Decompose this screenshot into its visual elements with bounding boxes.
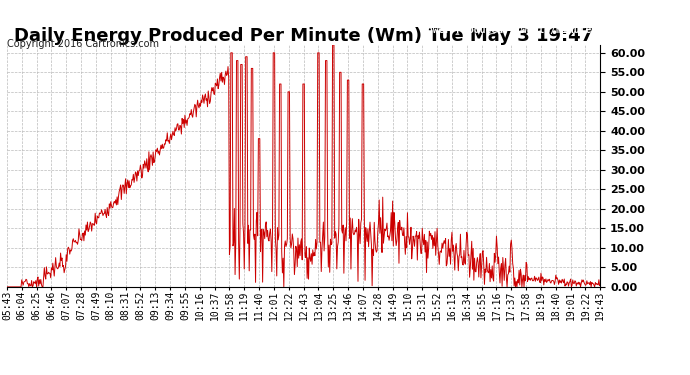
- Text: Copyright 2016 Cartronics.com: Copyright 2016 Cartronics.com: [7, 39, 159, 50]
- Text: Power Produced  (watts/minute): Power Produced (watts/minute): [421, 25, 597, 35]
- Title: Daily Energy Produced Per Minute (Wm) Tue May 3 19:47: Daily Energy Produced Per Minute (Wm) Tu…: [14, 27, 593, 45]
